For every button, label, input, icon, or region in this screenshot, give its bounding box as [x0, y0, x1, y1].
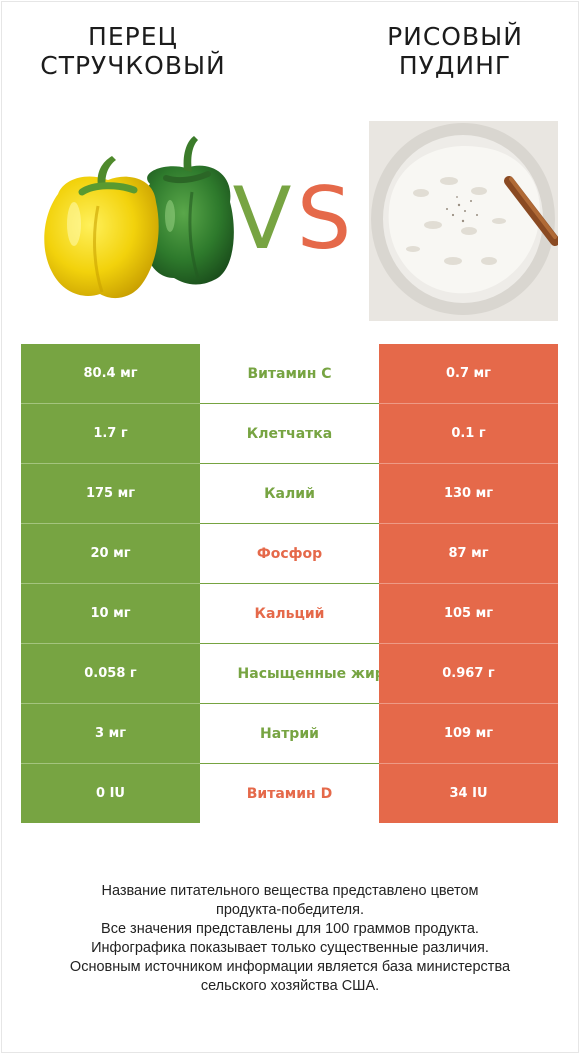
row-divider: [200, 643, 379, 644]
nutrient-name: Натрий: [200, 704, 379, 763]
right-value: 34 IU: [379, 764, 558, 823]
row-divider: [379, 763, 558, 764]
row-divider: [21, 523, 200, 524]
row-divider: [379, 463, 558, 464]
vs-letter-s: S: [297, 169, 352, 262]
table-row: 3 мг Натрий 109 мг: [21, 704, 558, 763]
row-divider: [21, 763, 200, 764]
row-divider: [200, 583, 379, 584]
nutrient-name: Кальций: [200, 584, 379, 643]
nutrient-name: Витамин C: [200, 344, 379, 403]
footer-line: Инфографика показывает только существенн…: [91, 940, 489, 956]
right-value: 105 мг: [379, 584, 558, 643]
right-value: 109 мг: [379, 704, 558, 763]
table-row: 1.7 г Клетчатка 0.1 г: [21, 404, 558, 463]
row-divider: [21, 643, 200, 644]
footer-line: сельского хозяйства США.: [200, 978, 380, 994]
vs-letter-v: V: [233, 169, 292, 262]
row-divider: [379, 523, 558, 524]
right-value: 0.967 г: [379, 644, 558, 703]
left-value: 20 мг: [21, 524, 200, 583]
right-title-line2: ПУДИНГ: [398, 51, 512, 80]
row-divider: [200, 403, 379, 404]
nutrient-name: Калий: [200, 464, 379, 523]
row-divider: [200, 763, 379, 764]
table-row: 20 мг Фосфор 87 мг: [21, 524, 558, 583]
left-value: 80.4 мг: [21, 344, 200, 403]
right-value: 0.7 мг: [379, 344, 558, 403]
nutrient-name: Клетчатка: [200, 404, 379, 463]
left-value: 0.058 г: [21, 644, 200, 703]
table-row: 0 IU Витамин D 34 IU: [21, 764, 558, 823]
right-value: 130 мг: [379, 464, 558, 523]
table-row: 0.058 г Насыщенные жиры 0.967 г: [21, 644, 558, 703]
row-divider: [21, 463, 200, 464]
footer-line: Название питательного вещества представл…: [101, 883, 479, 899]
table-row: 10 мг Кальций 105 мг: [21, 584, 558, 643]
table-row: 175 мг Калий 130 мг: [21, 464, 558, 523]
left-value: 1.7 г: [21, 404, 200, 463]
row-divider: [21, 403, 200, 404]
row-divider: [379, 703, 558, 704]
row-divider: [21, 703, 200, 704]
footer-line: Все значения представлены для 100 граммо…: [101, 921, 479, 937]
right-value: 87 мг: [379, 524, 558, 583]
right-product-title: РИСОВЫЙ ПУДИНГ: [345, 22, 565, 80]
vs-label: V S: [233, 169, 352, 262]
right-value: 0.1 г: [379, 404, 558, 463]
footer-line: Основным источником информации является …: [69, 959, 511, 975]
left-title-line1: ПЕРЕЦ: [88, 22, 178, 51]
footer-line: продукта-победителя.: [215, 902, 365, 918]
bell-pepper-image: [44, 136, 234, 299]
nutrient-name: Витамин D: [200, 764, 379, 823]
row-divider: [379, 403, 558, 404]
row-divider: [200, 523, 379, 524]
left-value: 10 мг: [21, 584, 200, 643]
row-divider: [379, 643, 558, 644]
row-divider: [200, 703, 379, 704]
left-value: 0 IU: [21, 764, 200, 823]
left-value: 175 мг: [21, 464, 200, 523]
footer-notes: Название питательного вещества представл…: [20, 882, 560, 996]
nutrient-name: Фосфор: [200, 524, 379, 583]
left-value: 3 мг: [21, 704, 200, 763]
table-row: 80.4 мг Витамин C 0.7 мг: [21, 344, 558, 403]
left-product-title: ПЕРЕЦ СТРУЧКОВЫЙ: [23, 22, 243, 80]
left-title-line2: СТРУЧКОВЫЙ: [40, 51, 226, 80]
row-divider: [200, 463, 379, 464]
row-divider: [21, 583, 200, 584]
right-title-line1: РИСОВЫЙ: [387, 22, 523, 51]
rice-pudding-image: [369, 121, 558, 321]
row-divider: [379, 583, 558, 584]
